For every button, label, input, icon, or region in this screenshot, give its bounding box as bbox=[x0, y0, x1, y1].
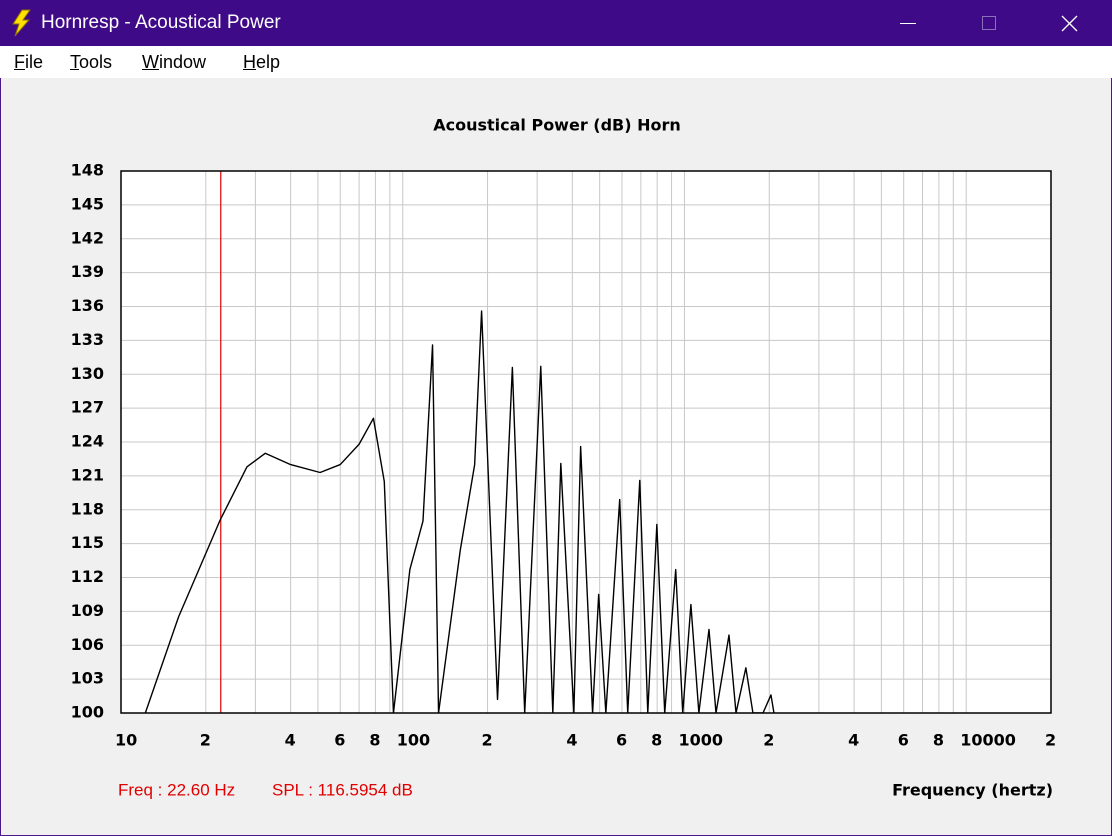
menu-item[interactable]: Help bbox=[243, 52, 281, 72]
x-tick-label: 8 bbox=[369, 731, 380, 750]
menu-bar: File Tools Window Help bbox=[0, 46, 1112, 78]
y-tick-label: 142 bbox=[71, 228, 104, 247]
y-tick-label: 127 bbox=[71, 398, 104, 417]
y-tick-label: 115 bbox=[71, 533, 104, 552]
x-tick-label: 10000 bbox=[960, 731, 1016, 750]
maximize-button[interactable] bbox=[982, 16, 996, 30]
x-tick-label: 2 bbox=[763, 731, 774, 750]
y-tick-label: 130 bbox=[71, 364, 104, 383]
y-tick-label: 103 bbox=[71, 669, 104, 688]
x-tick-label: 2 bbox=[482, 731, 493, 750]
x-tick-label: 4 bbox=[285, 731, 296, 750]
x-tick-label: 8 bbox=[651, 731, 662, 750]
y-tick-label: 100 bbox=[71, 703, 104, 722]
x-tick-label: 4 bbox=[566, 731, 577, 750]
y-tick-label: 106 bbox=[71, 635, 104, 654]
y-tick-label: 133 bbox=[71, 330, 104, 349]
data-line bbox=[144, 310, 775, 713]
y-tick-label: 118 bbox=[71, 499, 104, 518]
cursor-frequency: Freq : 22.60 Hz bbox=[118, 780, 235, 799]
y-tick-label: 124 bbox=[71, 432, 104, 451]
x-axis-label: Frequency (hertz) bbox=[892, 781, 1053, 800]
x-tick-label: 2 bbox=[200, 731, 211, 750]
y-tick-label: 139 bbox=[71, 262, 104, 281]
window-controls[interactable] bbox=[872, 0, 1112, 46]
app-icon bbox=[12, 9, 31, 37]
y-tick-label: 109 bbox=[71, 601, 104, 620]
title-bar: Hornresp - Acoustical Power bbox=[0, 0, 1112, 46]
x-tick-label: 10 bbox=[115, 731, 137, 750]
window-title: Hornresp - Acoustical Power bbox=[41, 12, 281, 33]
cursor-spl: SPL : 116.5954 dB bbox=[272, 780, 413, 799]
x-tick-label: 6 bbox=[616, 731, 627, 750]
y-tick-label: 121 bbox=[71, 465, 104, 484]
y-tick-label: 145 bbox=[71, 194, 104, 213]
x-tick-label: 6 bbox=[898, 731, 909, 750]
chart: Acoustical Power (dB) Horn Frequency (he… bbox=[71, 116, 1057, 800]
menu-item[interactable]: Window bbox=[142, 52, 207, 72]
plot-border bbox=[120, 170, 1052, 714]
chart-title: Acoustical Power (dB) Horn bbox=[433, 116, 681, 135]
y-tick-label: 148 bbox=[71, 161, 104, 180]
x-tick-label: 100 bbox=[397, 731, 430, 750]
close-button[interactable] bbox=[1061, 15, 1078, 32]
menu-item[interactable]: File bbox=[14, 52, 44, 72]
x-tick-label: 8 bbox=[933, 731, 944, 750]
x-tick-label: 2 bbox=[1045, 731, 1056, 750]
x-tick-label: 1000 bbox=[678, 731, 723, 750]
x-tick-label: 4 bbox=[848, 731, 859, 750]
x-tick-label: 6 bbox=[334, 731, 345, 750]
y-tick-label: 112 bbox=[71, 567, 104, 586]
y-tick-label: 136 bbox=[71, 296, 104, 315]
menu-item[interactable]: Tools bbox=[70, 52, 113, 72]
